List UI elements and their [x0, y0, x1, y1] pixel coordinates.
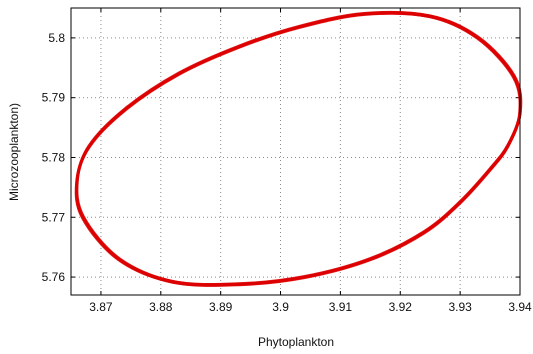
x-tick-label: 3.89 [209, 300, 233, 314]
y-axis-title: Microzooplankton) [7, 103, 21, 201]
x-tick-label: 3.9 [272, 300, 289, 314]
y-tick-label: 5.8 [48, 31, 65, 45]
x-tick-label: 3.91 [329, 300, 353, 314]
series-line-strand [74, 13, 520, 287]
series-line-strand [77, 11, 523, 285]
axis-ticks [71, 8, 521, 295]
y-tick-label: 5.78 [42, 150, 66, 164]
data-layer [74, 10, 523, 287]
x-axis-title: Phytoplankton [258, 335, 334, 349]
plot-frame [70, 7, 521, 296]
x-tick-label: 3.87 [89, 300, 113, 314]
series-line-strand [75, 10, 521, 285]
y-tick-label: 5.77 [42, 210, 66, 224]
y-tick-labels: 5.76 5.77 5.78 5.79 5.8 [42, 31, 66, 284]
series-line [75, 11, 522, 287]
grid [71, 8, 520, 295]
y-tick-label: 5.76 [42, 270, 66, 284]
x-tick-labels: 3.87 3.88 3.89 3.9 3.91 3.92 3.93 3.94 [89, 300, 532, 314]
x-tick-label: 3.88 [149, 300, 173, 314]
y-tick-label: 5.79 [42, 91, 66, 105]
series-line-strand [76, 13, 522, 287]
x-tick-label: 3.92 [389, 300, 413, 314]
x-tick-label: 3.94 [508, 300, 532, 314]
x-tick-label: 3.93 [448, 300, 472, 314]
